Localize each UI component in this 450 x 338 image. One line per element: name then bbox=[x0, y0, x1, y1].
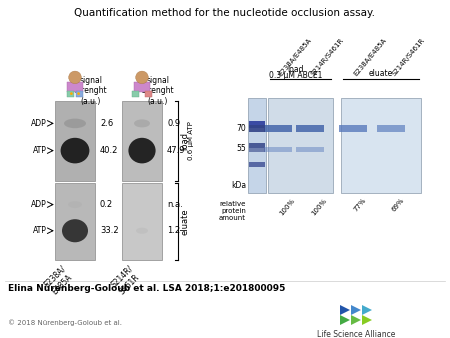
Polygon shape bbox=[351, 315, 361, 325]
Text: ATP: ATP bbox=[33, 146, 47, 155]
Text: eluate: eluate bbox=[369, 69, 393, 78]
Bar bbox=[249, 143, 265, 148]
Text: ATP: ATP bbox=[33, 226, 47, 235]
Text: 40.2: 40.2 bbox=[100, 146, 118, 155]
Circle shape bbox=[69, 71, 81, 84]
Text: 70: 70 bbox=[236, 124, 246, 133]
Text: E238A/
E485A: E238A/ E485A bbox=[42, 264, 75, 297]
Bar bbox=[249, 148, 265, 152]
Text: signal
strenght
(a.u.): signal strenght (a.u.) bbox=[142, 76, 174, 106]
Bar bbox=[264, 147, 292, 152]
Text: eluate: eluate bbox=[180, 208, 189, 235]
Text: 69%: 69% bbox=[391, 197, 405, 213]
Text: E238A/E485A: E238A/E485A bbox=[353, 37, 388, 77]
Circle shape bbox=[77, 92, 80, 95]
Ellipse shape bbox=[64, 119, 86, 128]
Bar bbox=[377, 125, 405, 132]
Bar bbox=[264, 125, 292, 132]
Text: 0.3 μM ABCE1: 0.3 μM ABCE1 bbox=[269, 71, 322, 80]
Bar bbox=[76, 91, 83, 97]
Text: 47.9: 47.9 bbox=[167, 146, 185, 155]
Bar bbox=[145, 91, 152, 97]
Bar bbox=[55, 101, 95, 181]
Bar bbox=[248, 98, 266, 193]
Text: relative
protein
amount: relative protein amount bbox=[219, 201, 246, 221]
Text: load: load bbox=[287, 65, 304, 74]
Text: 100%: 100% bbox=[278, 197, 296, 216]
Bar bbox=[55, 183, 95, 260]
Bar bbox=[339, 125, 367, 132]
Ellipse shape bbox=[62, 219, 88, 242]
Polygon shape bbox=[340, 315, 350, 325]
Ellipse shape bbox=[128, 138, 156, 163]
Text: ADP: ADP bbox=[31, 200, 47, 209]
Bar bbox=[122, 183, 162, 260]
Text: S214R/S461R: S214R/S461R bbox=[391, 37, 426, 77]
Text: Quantification method for the nucleotide occlusion assay.: Quantification method for the nucleotide… bbox=[75, 8, 375, 18]
Text: Life Science Alliance: Life Science Alliance bbox=[317, 330, 395, 338]
Text: 33.2: 33.2 bbox=[100, 226, 119, 235]
Text: Elina Nürenberg-Goloub et al. LSA 2018;1:e201800095: Elina Nürenberg-Goloub et al. LSA 2018;1… bbox=[8, 284, 285, 293]
Polygon shape bbox=[340, 305, 350, 315]
Text: 0.9: 0.9 bbox=[167, 119, 180, 128]
Text: S214R/
S461R: S214R/ S461R bbox=[109, 264, 142, 297]
Text: S214R/S461R: S214R/S461R bbox=[310, 37, 345, 77]
Text: n.a.: n.a. bbox=[167, 200, 183, 209]
Bar bbox=[249, 162, 265, 167]
Bar bbox=[249, 125, 265, 132]
Ellipse shape bbox=[136, 228, 148, 234]
Bar bbox=[268, 98, 333, 193]
Text: signal
strenght
(a.u.): signal strenght (a.u.) bbox=[75, 76, 107, 106]
Circle shape bbox=[136, 71, 149, 84]
Ellipse shape bbox=[68, 201, 82, 208]
Text: 0.2: 0.2 bbox=[100, 200, 113, 209]
Text: 2.6: 2.6 bbox=[100, 119, 113, 128]
Polygon shape bbox=[362, 315, 372, 325]
Bar bbox=[67, 82, 83, 92]
Bar bbox=[134, 82, 150, 92]
Bar bbox=[122, 101, 162, 181]
Text: 55: 55 bbox=[236, 144, 246, 153]
Bar bbox=[67, 91, 74, 97]
Ellipse shape bbox=[134, 119, 150, 127]
Bar bbox=[341, 98, 421, 193]
Text: ADP: ADP bbox=[31, 119, 47, 128]
Text: 100%: 100% bbox=[310, 197, 328, 216]
Text: kDa: kDa bbox=[231, 181, 246, 190]
Text: 1.2: 1.2 bbox=[167, 226, 180, 235]
Text: load: load bbox=[180, 132, 189, 150]
Polygon shape bbox=[362, 305, 372, 315]
Ellipse shape bbox=[61, 138, 90, 163]
Bar bbox=[296, 147, 324, 152]
Circle shape bbox=[70, 92, 73, 95]
Text: 0.6 μM ATP: 0.6 μM ATP bbox=[188, 122, 194, 161]
Bar bbox=[249, 121, 265, 128]
Bar bbox=[296, 125, 324, 132]
Text: © 2018 Nürenberg-Goloub et al.: © 2018 Nürenberg-Goloub et al. bbox=[8, 319, 122, 326]
Bar bbox=[132, 91, 140, 97]
Polygon shape bbox=[351, 305, 361, 315]
Text: E238A/E485A: E238A/E485A bbox=[278, 37, 313, 77]
Text: 77%: 77% bbox=[353, 197, 368, 213]
